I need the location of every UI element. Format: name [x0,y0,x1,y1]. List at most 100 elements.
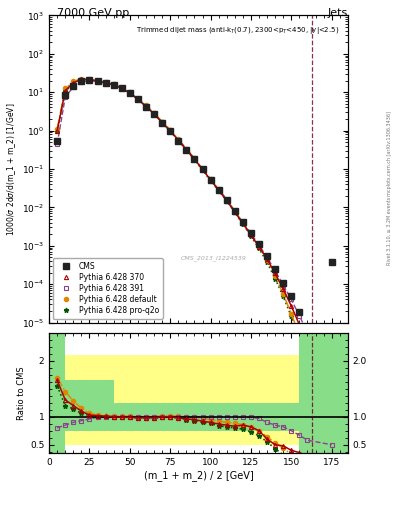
CMS [265,252,270,259]
Pythia 6.428 default [232,208,237,214]
Pythia 6.428 391 [160,120,165,126]
Pythia 6.428 default [160,118,165,124]
Pythia 6.428 370 [152,111,156,117]
Pythia 6.428 391 [63,94,68,100]
Pythia 6.428 391 [224,197,229,203]
CMS [176,137,181,143]
Pythia 6.428 391 [111,82,116,88]
Pythia 6.428 pro-q2o [87,77,92,83]
Text: 7000 GeV pp: 7000 GeV pp [57,8,129,18]
Pythia 6.428 default [313,381,318,387]
Pythia 6.428 pro-q2o [143,103,148,109]
Pythia 6.428 391 [71,84,76,90]
Text: Rivet 3.1.10, ≥ 3.2M events: Rivet 3.1.10, ≥ 3.2M events [387,196,391,265]
Line: Pythia 6.428 default: Pythia 6.428 default [55,77,318,386]
Pythia 6.428 391 [273,268,277,274]
CMS [87,77,92,83]
Pythia 6.428 pro-q2o [119,86,124,92]
CMS [232,208,237,214]
Pythia 6.428 391 [216,186,221,193]
Pythia 6.428 default [103,79,108,86]
Pythia 6.428 default [192,155,197,161]
Pythia 6.428 370 [143,103,148,109]
Pythia 6.428 default [200,166,205,172]
CMS [95,78,100,84]
Pythia 6.428 391 [152,111,156,117]
Line: Pythia 6.428 pro-q2o: Pythia 6.428 pro-q2o [55,77,318,390]
Pythia 6.428 pro-q2o [71,80,76,87]
Pythia 6.428 pro-q2o [257,245,261,251]
Pythia 6.428 default [249,231,253,237]
Pythia 6.428 pro-q2o [249,233,253,239]
Pythia 6.428 370 [208,177,213,183]
Pythia 6.428 default [79,76,84,82]
CMS [192,156,197,162]
Pythia 6.428 pro-q2o [63,88,68,94]
Pythia 6.428 391 [241,220,245,226]
Pythia 6.428 391 [119,86,124,92]
Pythia 6.428 default [241,220,245,226]
Pythia 6.428 default [216,186,221,192]
Pythia 6.428 370 [249,232,253,238]
Pythia 6.428 370 [55,127,60,134]
CMS [127,90,132,96]
Pythia 6.428 370 [192,156,197,162]
Pythia 6.428 default [289,311,294,317]
Pythia 6.428 391 [87,77,92,83]
Pythia 6.428 391 [184,146,189,153]
Pythia 6.428 391 [192,156,197,162]
Pythia 6.428 370 [103,80,108,86]
Pythia 6.428 default [127,90,132,96]
Pythia 6.428 370 [79,76,84,82]
Pythia 6.428 370 [257,244,261,250]
Pythia 6.428 370 [241,221,245,227]
Pythia 6.428 370 [119,86,124,92]
CMS [103,80,108,87]
CMS [297,309,302,315]
Pythia 6.428 pro-q2o [297,336,302,342]
Pythia 6.428 pro-q2o [127,90,132,96]
CMS [143,103,148,110]
Pythia 6.428 370 [265,256,270,262]
Pythia 6.428 370 [176,137,181,143]
CMS [55,137,60,143]
Pythia 6.428 pro-q2o [160,119,165,125]
Pythia 6.428 pro-q2o [55,129,60,135]
Pythia 6.428 391 [200,166,205,173]
Pythia 6.428 default [184,145,189,152]
CMS [160,120,165,126]
Pythia 6.428 391 [305,329,310,335]
Pythia 6.428 pro-q2o [184,147,189,153]
CMS [273,266,277,272]
Text: Trimmed dijet mass (anti-k$_T$(0.7), 2300<p$_T$<450, |y|<2.5): Trimmed dijet mass (anti-k$_T$(0.7), 230… [136,25,339,35]
Pythia 6.428 default [119,84,124,91]
Pythia 6.428 391 [79,79,84,85]
Pythia 6.428 370 [63,88,68,94]
CMS [305,324,310,330]
Pythia 6.428 pro-q2o [273,275,277,282]
Pythia 6.428 default [305,355,310,361]
Pythia 6.428 default [152,110,156,116]
Pythia 6.428 370 [95,78,100,84]
Pythia 6.428 370 [297,322,302,328]
CMS [208,177,213,183]
Pythia 6.428 370 [160,119,165,125]
CMS [257,241,261,247]
CMS [119,86,124,92]
Pythia 6.428 370 [136,96,140,102]
Pythia 6.428 default [257,244,261,250]
Pythia 6.428 pro-q2o [281,293,286,300]
Pythia 6.428 pro-q2o [289,313,294,319]
Pythia 6.428 pro-q2o [241,221,245,227]
Legend: CMS, Pythia 6.428 370, Pythia 6.428 391, Pythia 6.428 default, Pythia 6.428 pro-: CMS, Pythia 6.428 370, Pythia 6.428 391,… [53,259,163,319]
CMS [281,280,286,286]
CMS [200,166,205,173]
CMS [184,146,189,153]
Pythia 6.428 default [265,257,270,263]
Line: Pythia 6.428 391: Pythia 6.428 391 [55,78,318,351]
Pythia 6.428 default [136,96,140,102]
CMS [241,219,245,225]
Pythia 6.428 370 [184,146,189,153]
Pythia 6.428 370 [273,270,277,276]
Pythia 6.428 pro-q2o [232,209,237,216]
